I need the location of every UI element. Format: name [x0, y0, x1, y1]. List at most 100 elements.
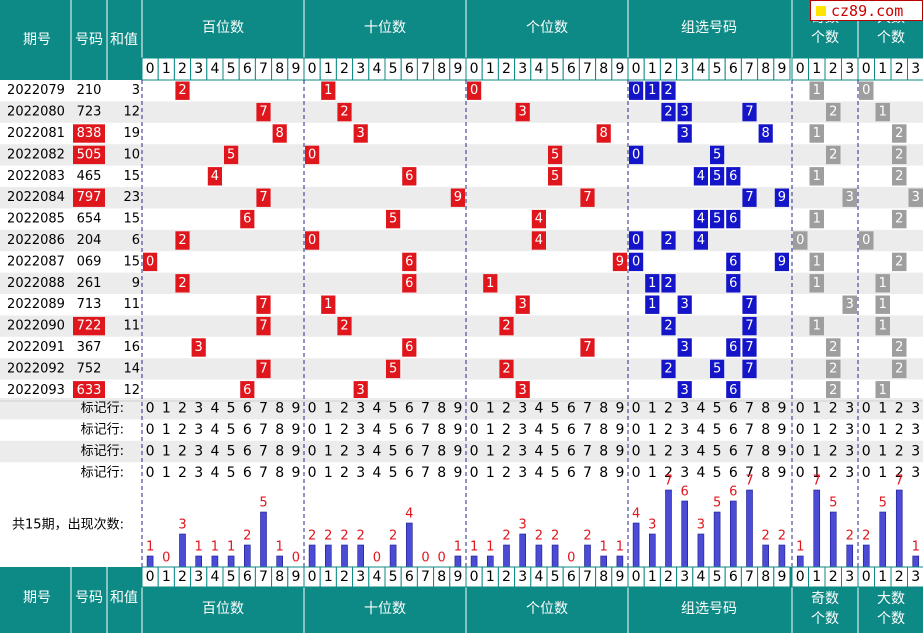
number-cell: 797: [77, 190, 102, 205]
marker-digit: 8: [761, 401, 770, 417]
digit-header-label: 9: [777, 61, 786, 77]
marker-digit: 1: [162, 444, 171, 460]
frequency-bar: [778, 544, 786, 568]
marker-digit: 2: [664, 465, 673, 481]
frequency-value: 1: [146, 540, 154, 555]
footer-digit-label: 9: [453, 569, 462, 585]
footer-digit-label: 4: [696, 569, 705, 585]
number-cell: 505: [77, 147, 102, 162]
row-stripe: [0, 358, 923, 380]
combo-ball-label: 0: [632, 254, 640, 269]
footer-digit-label: 1: [878, 569, 887, 585]
sum-cell: 11: [123, 297, 140, 312]
frequency-value: 1: [195, 540, 203, 555]
marker-digit: 5: [389, 444, 398, 460]
tens-ball-label: 6: [405, 169, 413, 184]
frequency-bar: [454, 555, 462, 568]
digit-header-label: 4: [210, 61, 219, 77]
combo-ball: [710, 145, 725, 165]
tens-ball: [402, 274, 417, 293]
odd-count-ball-label: 3: [846, 190, 854, 205]
marker-digit: 0: [796, 422, 805, 438]
tens-ball-label: 9: [454, 190, 462, 205]
marker-digit: 0: [796, 401, 805, 417]
frequency-value: 7: [813, 474, 821, 489]
hundreds-ball-label: 2: [178, 276, 186, 291]
sum-cell: 3: [132, 83, 140, 98]
frequency-value: 6: [681, 485, 689, 500]
marker-digit: 5: [551, 422, 560, 438]
marker-digit: 4: [534, 465, 543, 481]
marker-digit: 5: [389, 401, 398, 417]
units-ball-label: 7: [583, 190, 591, 205]
marker-digit: 6: [243, 465, 252, 481]
marker-digit: 9: [615, 422, 624, 438]
digit-header-label: 2: [178, 61, 187, 77]
footer-period: 期号: [23, 590, 51, 606]
marker-digit: 2: [502, 465, 511, 481]
footer-digit-label: 8: [275, 569, 284, 585]
footer-digit-cell: [907, 566, 923, 588]
site-logo[interactable]: cz89.com: [810, 0, 923, 21]
frequency-bar: [535, 544, 543, 568]
tens-ball-label: 6: [405, 276, 413, 291]
footer-digit-label: 7: [259, 569, 268, 585]
marker-digit: 8: [599, 401, 608, 417]
frequency-bar: [879, 511, 887, 568]
marker-digit: 3: [911, 444, 920, 460]
digit-header-cell: [907, 57, 923, 81]
marker-digit: 1: [324, 401, 333, 417]
frequency-bar: [389, 544, 397, 568]
sum-cell: 6: [132, 233, 140, 248]
frequency-bar: [276, 555, 284, 568]
footer-digit-label: 7: [745, 569, 754, 585]
period-header: 期号: [23, 32, 51, 48]
sum-cell: 19: [123, 126, 140, 141]
frequency-bar: [260, 511, 267, 568]
frequency-value: 4: [632, 507, 640, 522]
odd-count-ball-label: 0: [796, 233, 804, 248]
digit-header-label: 5: [551, 61, 560, 77]
marker-digit: 6: [243, 444, 252, 460]
marker-digit: 7: [583, 422, 592, 438]
odd-count-ball: [809, 274, 824, 293]
marker-digit: 3: [680, 401, 689, 417]
footer-digit-label: 3: [518, 569, 527, 585]
combo-ball-label: 3: [681, 297, 689, 312]
hundreds-ball: [256, 188, 271, 207]
units-ball: [515, 102, 530, 122]
marker-digit: 3: [911, 465, 920, 481]
marker-digit: 7: [259, 401, 268, 417]
footer-digit-label: 0: [146, 569, 155, 585]
number-highlight: [73, 381, 105, 400]
digit-header-label: 1: [878, 61, 887, 77]
marker-row-label: 标记行:: [81, 423, 124, 438]
units-ball-label: 3: [519, 383, 527, 398]
frequency-value: 2: [324, 529, 332, 544]
odd-count-ball: [826, 102, 841, 122]
frequency-bar: [796, 555, 804, 568]
frequency-bar: [470, 555, 478, 568]
marker-digit: 9: [615, 401, 624, 417]
hundreds-ball-label: 7: [259, 190, 267, 205]
digit-header-label: 9: [291, 61, 300, 77]
units-ball: [580, 188, 595, 207]
frequency-bar: [813, 489, 821, 568]
odd-count-ball-label: 1: [813, 276, 821, 291]
marker-digit: 2: [664, 444, 673, 460]
marker-digit: 0: [308, 422, 317, 438]
tens-ball-label: 0: [308, 147, 316, 162]
marker-digit: 6: [729, 401, 738, 417]
period-cell: 2022088: [7, 276, 65, 291]
footer-digit-label: 2: [340, 569, 349, 585]
marker-digit: 5: [713, 401, 722, 417]
footer-digit-label: 5: [713, 569, 722, 585]
marker-digit: 9: [453, 422, 462, 438]
frequency-bar: [486, 555, 494, 568]
marker-digit: 2: [340, 465, 349, 481]
frequency-value: 2: [308, 529, 316, 544]
marker-digit: 1: [812, 444, 821, 460]
frequency-value: 2: [535, 529, 543, 544]
combo-ball: [758, 124, 773, 143]
